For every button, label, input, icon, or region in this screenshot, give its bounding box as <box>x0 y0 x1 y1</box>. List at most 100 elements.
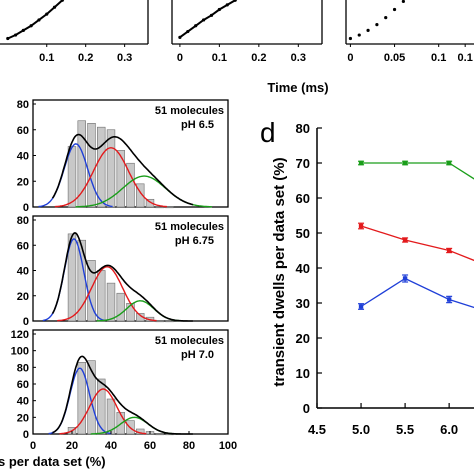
panel-d-line-chart: 0 10 20 30 40 50 60 70 80 4.5 5.0 5.5 6.0 <box>296 121 474 437</box>
hist-panel-2-bar <box>97 270 106 322</box>
time-panel-2-tick-label: 0 <box>177 52 183 64</box>
panel-d-series-2-point <box>446 248 452 253</box>
panel-d-y-tick-label: 20 <box>296 331 310 346</box>
hist-x-tick-label: 0 <box>30 440 36 452</box>
hist-panel-2-y-tick-label: 40 <box>17 266 29 278</box>
histogram-x-axis-label: ls per data set (%) <box>0 454 106 469</box>
hist-panel-2-y-tick-label: 20 <box>17 291 29 303</box>
histogram-panels: 0 20 40 60 80 51 molecules pH 6.5 0 20 40 60 80 51 m… <box>11 99 238 452</box>
hist-panel-2-bar <box>77 239 86 322</box>
time-panel-3-tick-label: 0.1 <box>458 52 473 64</box>
hist-panel-1-bar <box>67 146 77 208</box>
panel-d-series-3-point <box>446 297 452 302</box>
hist-panel-3-y-tick-label: 120 <box>11 329 29 341</box>
hist-panel-2-y-tick-label: 80 <box>17 215 29 227</box>
hist-panel-3-annotation-ph: pH 7.0 <box>181 349 214 361</box>
hist-panel-1-y-tick-label: 20 <box>17 176 29 188</box>
time-panel-3-point <box>384 16 388 20</box>
panel-d-y-tick-label: 50 <box>296 226 310 241</box>
panel-d-series-3-line <box>360 277 474 309</box>
hist-panel-3-fit-red <box>59 388 147 435</box>
panel-d-y-tick-label: 40 <box>296 261 310 276</box>
hist-panel-1-y-tick-label: 60 <box>17 125 29 137</box>
hist-panel-1-annotation-ph: pH 6.5 <box>181 119 214 131</box>
panel-d-series-1-point <box>402 160 408 166</box>
panel-d-x-tick-label: 5.0 <box>352 422 370 437</box>
hist-panel-2-bar <box>155 320 164 323</box>
hist-panel-1-annotation-molecules: 51 molecules <box>155 105 224 117</box>
panel-d-y-axis-label: transient dwells per data set (%) <box>271 157 288 386</box>
hist-panel-2-y-tick-label: 0 <box>23 316 29 328</box>
hist-panel-1-bar <box>106 129 116 208</box>
hist-panel-1-y-tick-label: 40 <box>17 151 29 163</box>
time-panel-3-tick-label: 0.05 <box>384 52 405 64</box>
hist-panel-3-bar <box>155 433 164 436</box>
time-panel-3-point <box>357 33 361 37</box>
time-panel-3-tick-label: 0.1 <box>431 52 446 64</box>
panel-d-y-tick-label: 10 <box>296 366 310 381</box>
time-panel-3-point <box>401 0 405 3</box>
panel-d-x-tick-label: 4.5 <box>308 422 326 437</box>
panel-d-y-tick-label: 70 <box>296 156 310 171</box>
time-panel-3-point <box>366 28 370 32</box>
hist-panel-2-annotation-ph: pH 6.75 <box>175 235 214 247</box>
hist-panel-3-y-tick-label: 60 <box>17 379 29 391</box>
hist-panel-1-y-tick-label: 80 <box>17 99 29 111</box>
hist-panel-3-bar <box>97 378 106 435</box>
panel-d-y-tick-label: 0 <box>303 401 310 416</box>
hist-x-tick-label: 80 <box>183 440 195 452</box>
hist-panel-1-bar <box>77 120 86 208</box>
hist-panel-3-y-tick-label: 0 <box>23 429 29 441</box>
hist-panel-1-fit-blue <box>38 143 113 208</box>
hist-panel-3-bar <box>77 362 86 435</box>
hist-panel-3-y-tick-label: 80 <box>17 362 29 374</box>
hist-x-tick-label: 20 <box>66 440 78 452</box>
panel-d-series-1-line <box>361 162 474 180</box>
hist-panel-1-bar <box>97 126 106 208</box>
hist-x-tick-label: 100 <box>219 440 237 452</box>
hist-panel-1-bar <box>145 198 155 208</box>
panel-d-x-tick-label: 6.0 <box>440 422 458 437</box>
hist-panel-2-bar <box>165 320 174 323</box>
time-panel-2-tick-label: 0.1 <box>212 52 227 64</box>
panel-d-y-tick-label: 60 <box>296 191 310 206</box>
hist-x-tick-label: 40 <box>105 440 117 452</box>
panel-d-series-2-point <box>402 237 408 243</box>
time-panels: 0.1 0.2 0.3 0 0.1 0.2 0.3 0 0.05 0.1 0.1 <box>0 0 474 64</box>
hist-panel-1-bar <box>155 206 164 209</box>
hist-panel-1-fit-total <box>51 133 194 206</box>
panel-d-series-3-point <box>358 304 364 309</box>
time-panel-3-tick-label: 0 <box>347 52 353 64</box>
panel-d-series-2-point <box>358 223 364 229</box>
panel-d-series-1-point <box>446 160 452 166</box>
time-panel-1-tick-label: 0.2 <box>78 52 93 64</box>
panel-d-y-tick-label: 80 <box>296 121 310 136</box>
time-panel-3-point <box>375 23 379 27</box>
panel-d-series-2-line <box>360 225 474 262</box>
time-panel-1-curve <box>7 0 65 40</box>
hist-panel-2-bar <box>67 233 77 322</box>
time-panel-1-tick-label: 0.3 <box>117 52 132 64</box>
hist-panel-2-fit-total <box>51 232 193 322</box>
time-panel-2-curve <box>179 0 238 39</box>
panel-d-series-1-point <box>358 160 364 166</box>
hist-x-tick-label: 60 <box>144 440 156 452</box>
hist-panel-2-y-tick-label: 60 <box>17 240 29 252</box>
hist-panel-1-bar <box>87 123 96 208</box>
hist-panel-2-annotation-molecules: 51 molecules <box>155 221 224 233</box>
hist-panel-2-bar <box>106 282 116 322</box>
panel-d-series-3-point <box>402 276 408 281</box>
time-axis-label: Time (ms) <box>267 80 328 95</box>
hist-panel-2-fit-red <box>57 265 157 322</box>
hist-panel-1-bar <box>165 206 174 209</box>
panel-d-x-tick-label: 5.5 <box>396 422 414 437</box>
hist-panel-2-bar <box>116 292 125 322</box>
hist-panel-3-y-tick-label: 20 <box>17 412 29 424</box>
time-panel-2-tick-label: 0.2 <box>251 52 266 64</box>
time-panel-3-point <box>392 7 397 12</box>
time-panel-2-tick-label: 0.3 <box>291 52 306 64</box>
hist-panel-3-y-tick-label: 100 <box>11 346 29 358</box>
hist-panel-3-annotation-molecules: 51 molecules <box>155 335 224 347</box>
hist-panel-1-fit-red <box>54 147 167 208</box>
